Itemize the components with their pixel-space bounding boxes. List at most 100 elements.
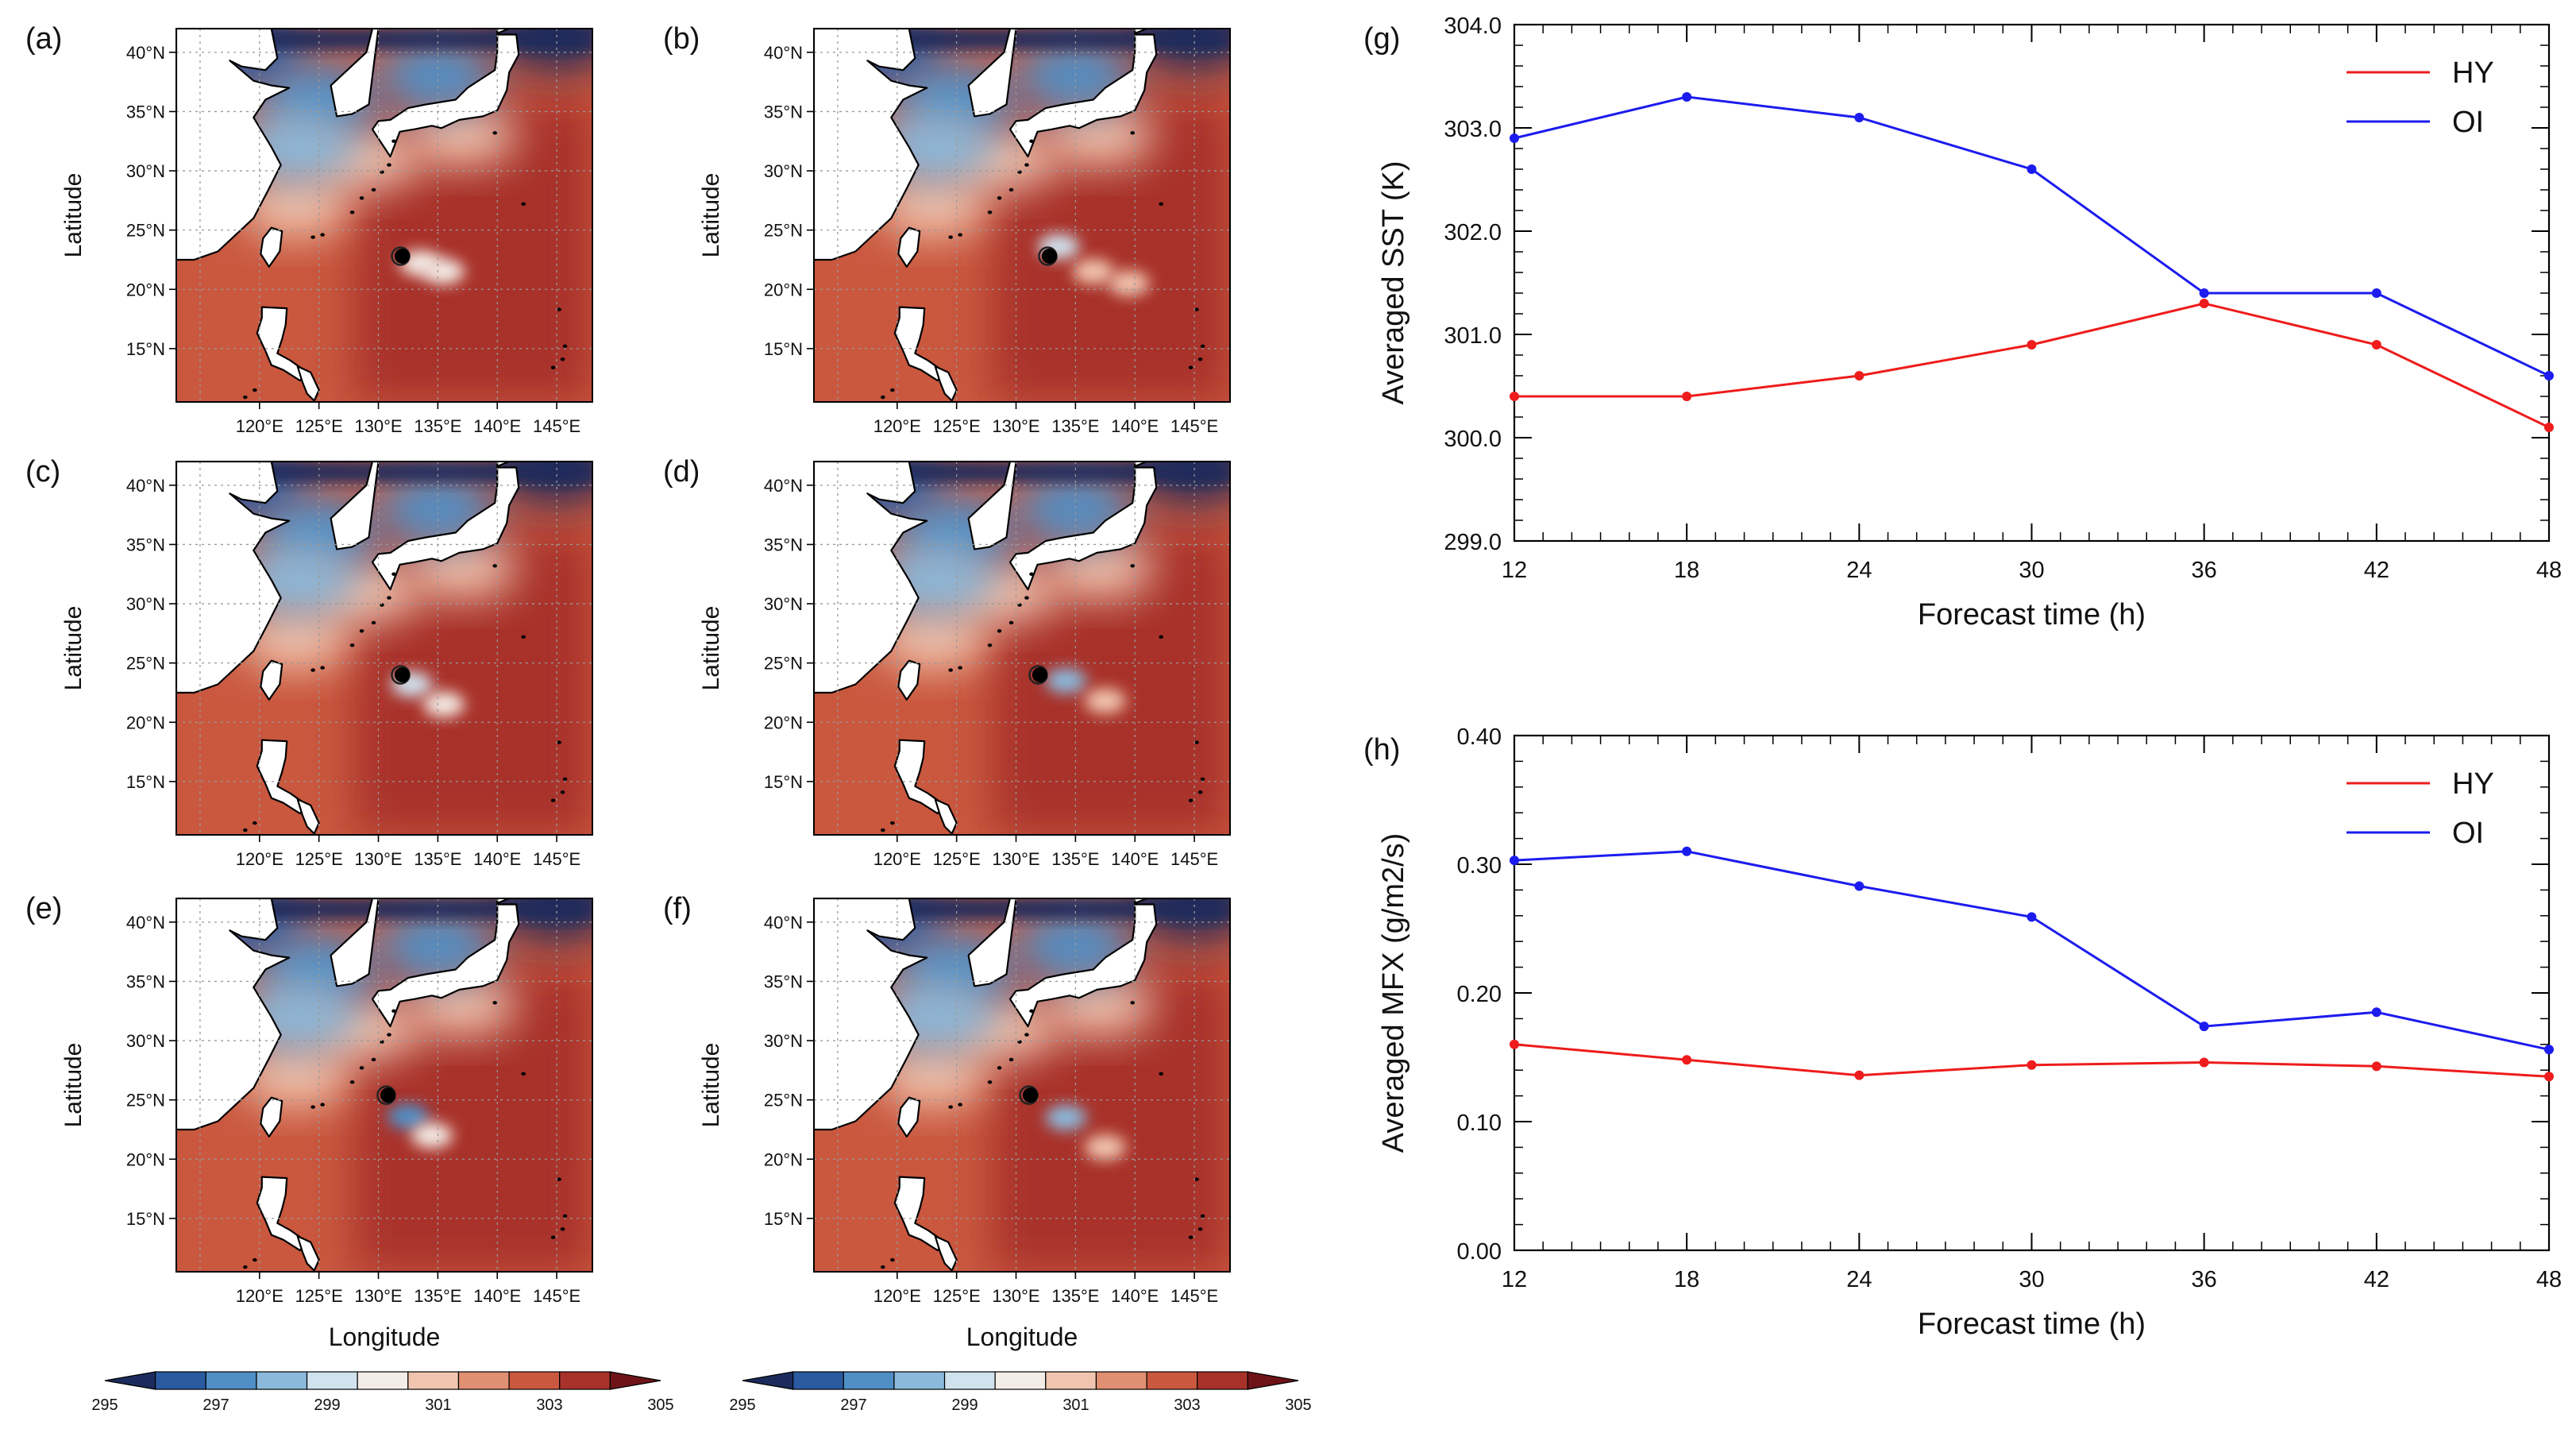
map-content <box>176 29 592 402</box>
lon-tick-label: 135°E <box>414 416 461 436</box>
lon-tick-label: 125°E <box>933 849 981 869</box>
island-mark <box>391 1009 396 1013</box>
island-mark <box>958 233 962 237</box>
island-mark <box>349 211 355 214</box>
series-point-hy <box>1854 1070 1865 1080</box>
island-mark <box>997 196 1002 200</box>
land-polygon <box>814 898 1017 987</box>
island-mark <box>1008 620 1014 625</box>
y-tick-label: 0.40 <box>1457 724 1502 750</box>
series-point-oi <box>2544 1045 2554 1055</box>
land-polygon <box>934 1235 958 1272</box>
lon-tick-label: 120°E <box>236 1286 283 1306</box>
island-mark <box>371 620 376 625</box>
land-polygon <box>296 798 320 835</box>
colorbar-label: 299 <box>314 1396 340 1414</box>
series-point-hy <box>2026 1060 2037 1070</box>
lat-tick-label: 25°N <box>126 221 165 241</box>
legend-label: OI <box>2452 817 2484 850</box>
y-tick-label: 302.0 <box>1444 220 1502 245</box>
panel-tag: (b) <box>663 22 700 56</box>
island-mark <box>1029 572 1034 576</box>
cold-wake-blob <box>422 258 465 284</box>
series-point-hy <box>1854 371 1865 380</box>
lon-tick-label: 120°E <box>873 416 921 436</box>
series-point-hy <box>2199 1057 2209 1068</box>
colorbar-box <box>792 1371 844 1390</box>
chart-frame <box>1513 734 2551 1252</box>
island-mark <box>1130 1001 1136 1005</box>
island-mark <box>310 1105 315 1109</box>
lat-tick-label: 40°N <box>764 43 803 63</box>
land-polygon <box>260 659 283 701</box>
x-tick-label: 12 <box>1502 558 1527 583</box>
map-content <box>814 462 1230 835</box>
series-point-oi <box>2371 288 2381 298</box>
map-content <box>176 898 592 1272</box>
map-frame <box>813 461 1231 836</box>
lon-tick-label: 140°E <box>473 1286 521 1306</box>
island-mark <box>958 666 962 670</box>
island-mark <box>562 777 568 782</box>
lat-tick-label: 25°N <box>764 221 803 241</box>
island-mark <box>997 629 1002 633</box>
island-mark <box>1194 307 1199 311</box>
lat-tick-label: 40°N <box>126 43 165 63</box>
land-polygon <box>814 462 1017 550</box>
colorbar-box <box>407 1371 460 1390</box>
x-tick-label: 30 <box>2019 1267 2044 1292</box>
x-tick-label: 12 <box>1502 1267 1527 1292</box>
lat-tick-label: 25°N <box>126 654 165 674</box>
lon-tick-label: 125°E <box>295 416 343 436</box>
lat-tick-label: 15°N <box>764 339 803 359</box>
colorbar-box <box>357 1371 409 1390</box>
colorbar-label: 303 <box>536 1396 562 1414</box>
y-axis-label: Latitude <box>60 173 87 258</box>
island-mark <box>391 139 396 143</box>
lat-tick-label: 20°N <box>764 713 803 732</box>
lon-tick-label: 145°E <box>1170 1286 1218 1306</box>
island-mark <box>320 233 325 237</box>
colorbar-box <box>843 1371 895 1390</box>
lat-tick-label: 35°N <box>764 971 803 991</box>
line-chart: 299.0 300.0 301.0 302.0 303.0 304.0 12 18 24 30 36… <box>1363 14 2562 632</box>
series-line-oi <box>1514 850 2550 1051</box>
series-point-oi <box>1854 113 1865 122</box>
island-mark <box>1197 357 1203 361</box>
island-mark <box>1159 202 1163 207</box>
island-mark <box>1130 564 1136 568</box>
island-mark <box>387 1033 391 1037</box>
island-mark <box>881 828 885 832</box>
typhoon-center-marker <box>394 248 410 264</box>
series-point-oi <box>2371 1007 2381 1018</box>
island-mark <box>1024 596 1029 600</box>
island-mark <box>550 365 556 369</box>
lon-tick-label: 140°E <box>473 849 521 869</box>
island-mark <box>492 564 498 568</box>
island-mark <box>890 388 895 392</box>
typhoon-center-marker <box>394 667 410 683</box>
land-polygon <box>371 466 520 591</box>
island-mark <box>521 1072 526 1076</box>
island-mark <box>253 1257 257 1262</box>
island-mark <box>320 1103 325 1107</box>
x-tick-label: 18 <box>1674 1267 1699 1292</box>
island-mark <box>948 1105 953 1109</box>
lat-tick-label: 40°N <box>764 476 803 496</box>
island-mark <box>1024 1033 1029 1037</box>
island-mark <box>1024 163 1029 167</box>
land-polygon <box>1008 466 1158 591</box>
sst-colorbar: 295 297 299 301 303 305 <box>91 1371 674 1414</box>
lat-tick-label: 30°N <box>764 161 803 181</box>
land-polygon <box>897 659 921 701</box>
series-line-oi <box>1514 95 2550 377</box>
land-polygon <box>1008 903 1158 1028</box>
x-tick-label: 24 <box>1846 1267 1872 1292</box>
panel-tag: (g) <box>1363 22 1400 56</box>
colorbar-box <box>1095 1371 1147 1390</box>
colorbar-box <box>155 1371 206 1390</box>
lat-tick-label: 15°N <box>126 772 165 792</box>
land-polygon <box>934 365 958 402</box>
panel-tag: (d) <box>663 455 700 489</box>
island-mark <box>987 1080 993 1084</box>
